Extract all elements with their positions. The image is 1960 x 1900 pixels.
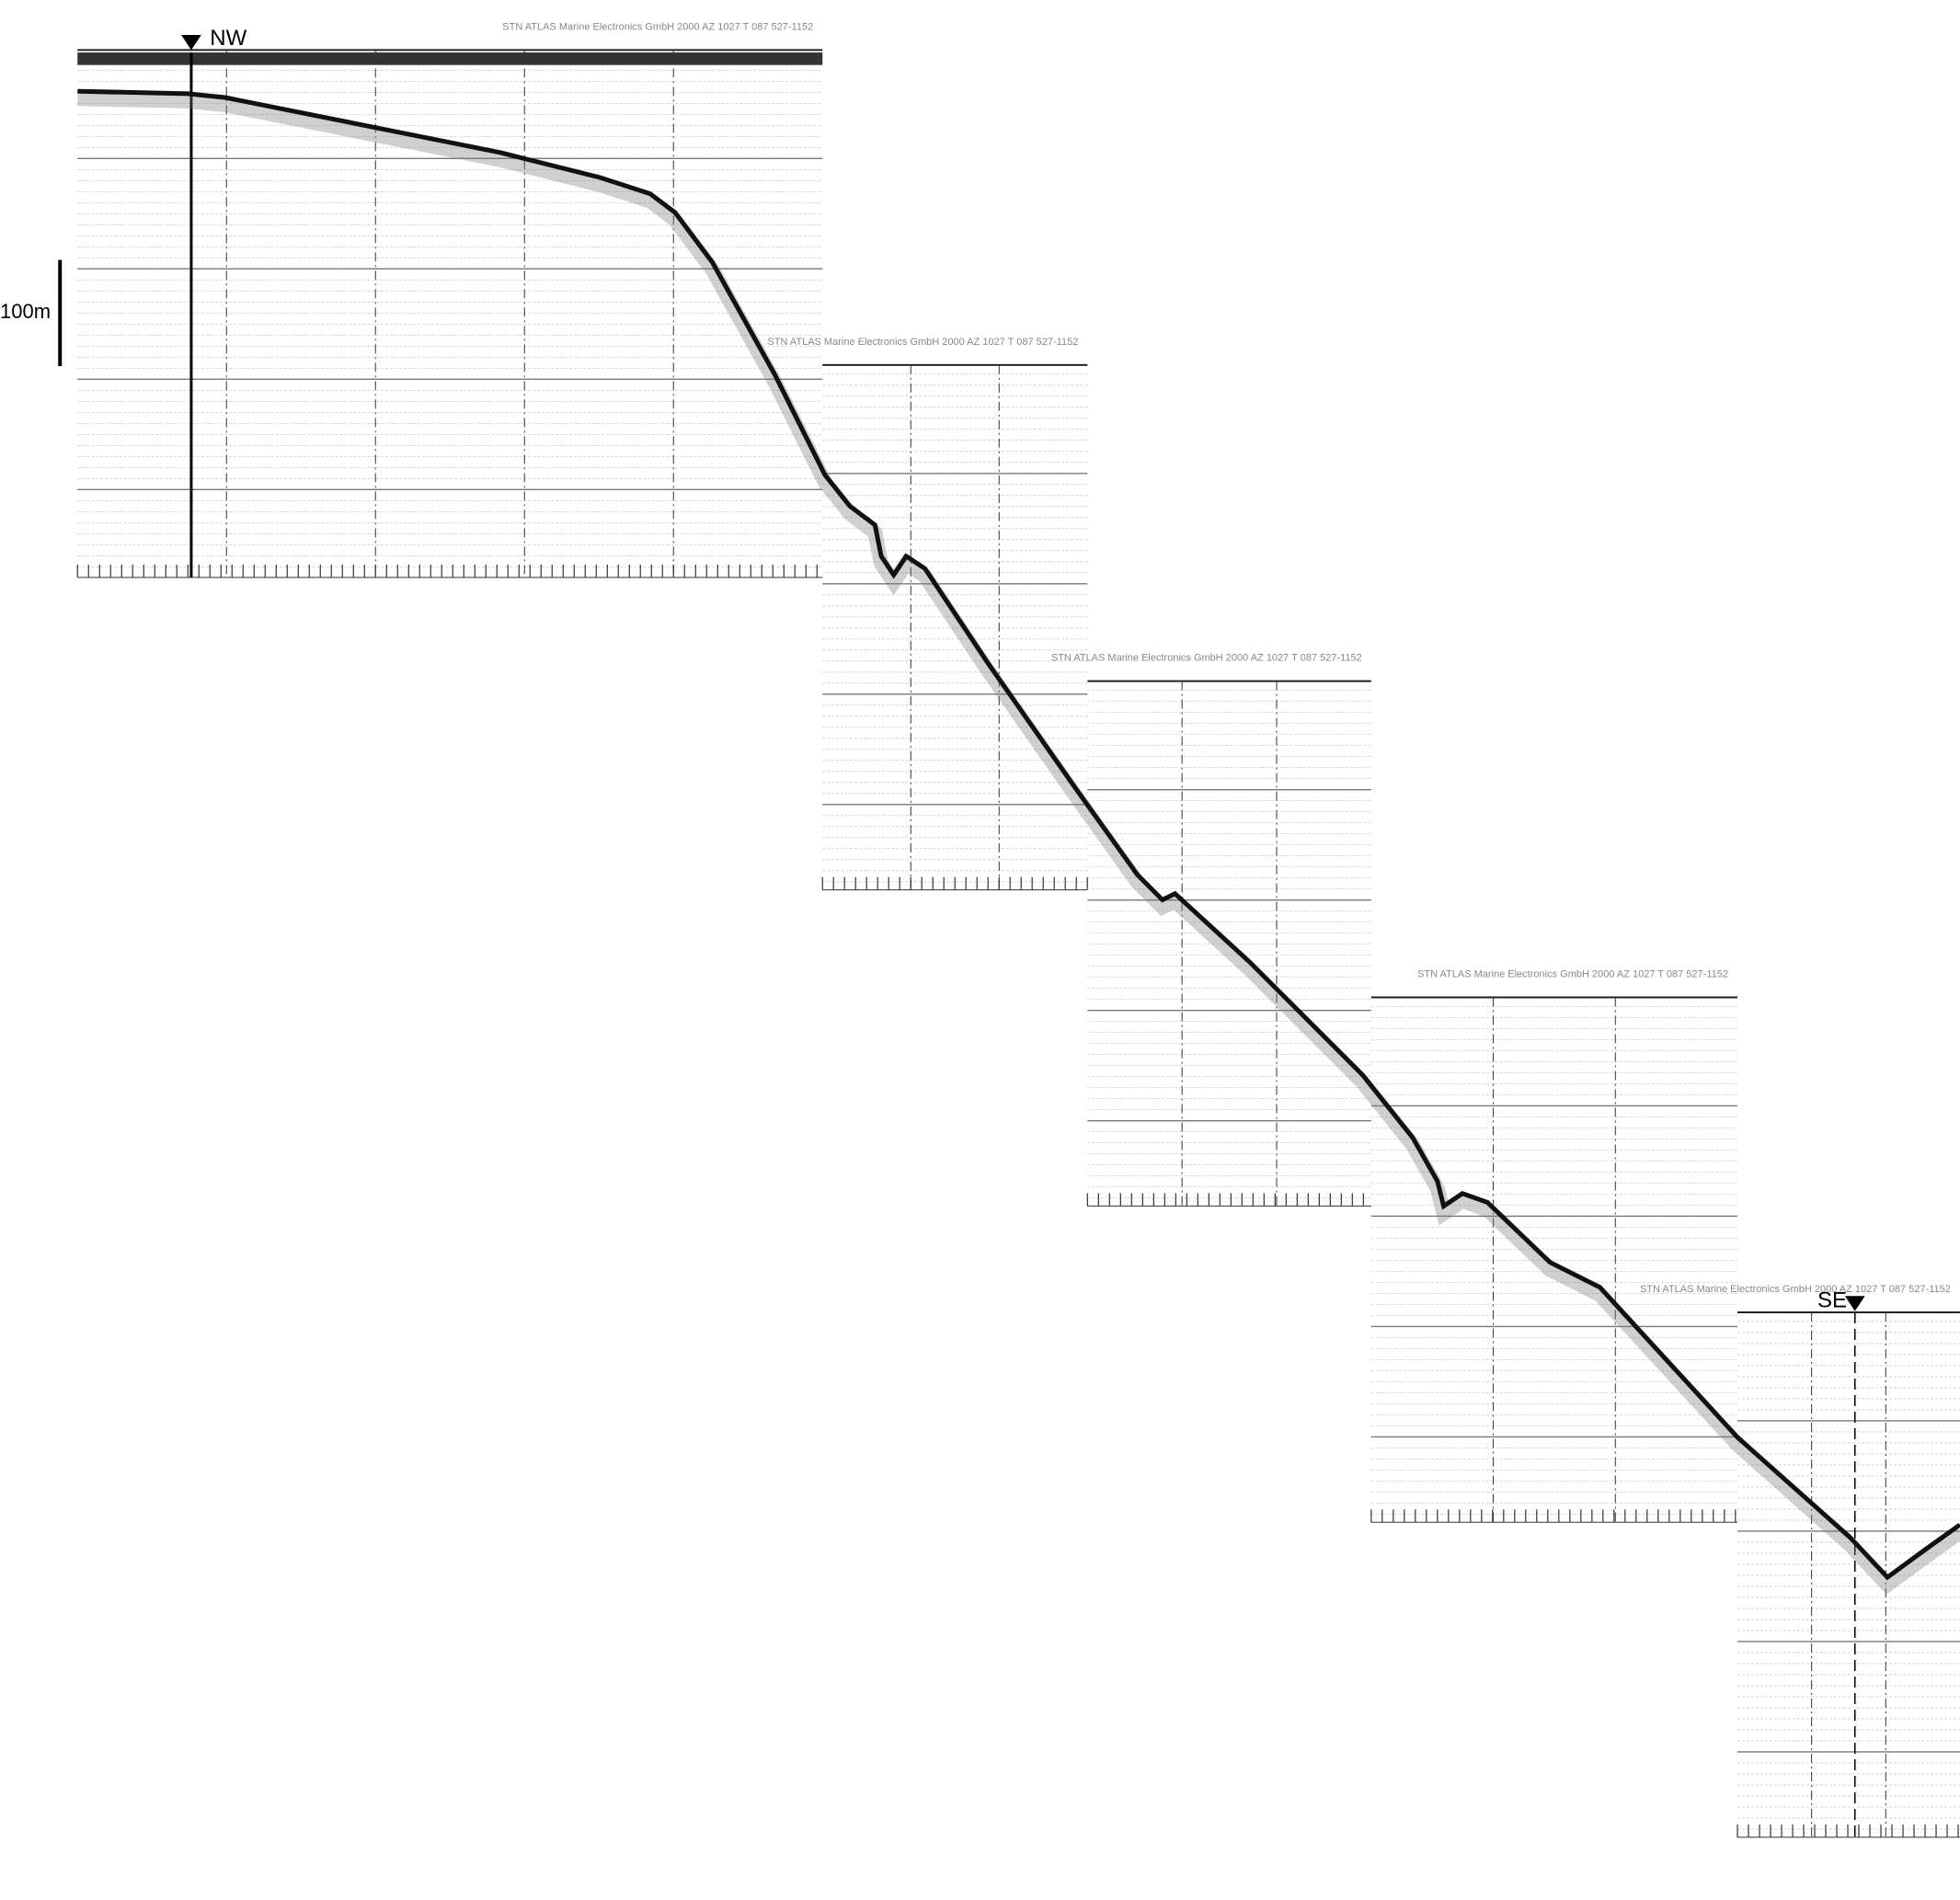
scale-bar-label: 100m — [0, 300, 52, 323]
panel-header-text: STN ATLAS Marine Electronics GmbH 2000 A… — [1051, 653, 1362, 664]
record-panel-3: STN ATLAS Marine Electronics GmbH 2000 A… — [1051, 653, 1371, 1207]
transmit-pulse-band — [77, 52, 823, 65]
record-panel-2: STN ATLAS Marine Electronics GmbH 2000 A… — [767, 337, 1088, 891]
panel-header-text: STN ATLAS Marine Electronics GmbH 2000 A… — [1417, 968, 1728, 979]
panel-header-text: STN ATLAS Marine Electronics GmbH 2000 A… — [1640, 1284, 1951, 1295]
nw-triangle-icon — [181, 35, 201, 51]
record-panel-5: STN ATLAS Marine Electronics GmbH 2000 A… — [1640, 1284, 1960, 1838]
seafloor-profile-trace — [77, 88, 1960, 1581]
record-panel-1: STN ATLAS Marine Electronics GmbH 2000 A… — [76, 21, 823, 578]
seafloor-subbottom-echo — [77, 91, 1960, 1595]
nw-marker-label: NW — [210, 26, 246, 51]
se-triangle-icon — [1844, 1296, 1865, 1311]
panel-header-text: STN ATLAS Marine Electronics GmbH 2000 A… — [502, 21, 813, 32]
panel-header-text: STN ATLAS Marine Electronics GmbH 2000 A… — [767, 337, 1078, 348]
record-panel-4: STN ATLAS Marine Electronics GmbH 2000 A… — [1370, 968, 1738, 1523]
se-marker-label: SE — [1817, 1288, 1847, 1313]
